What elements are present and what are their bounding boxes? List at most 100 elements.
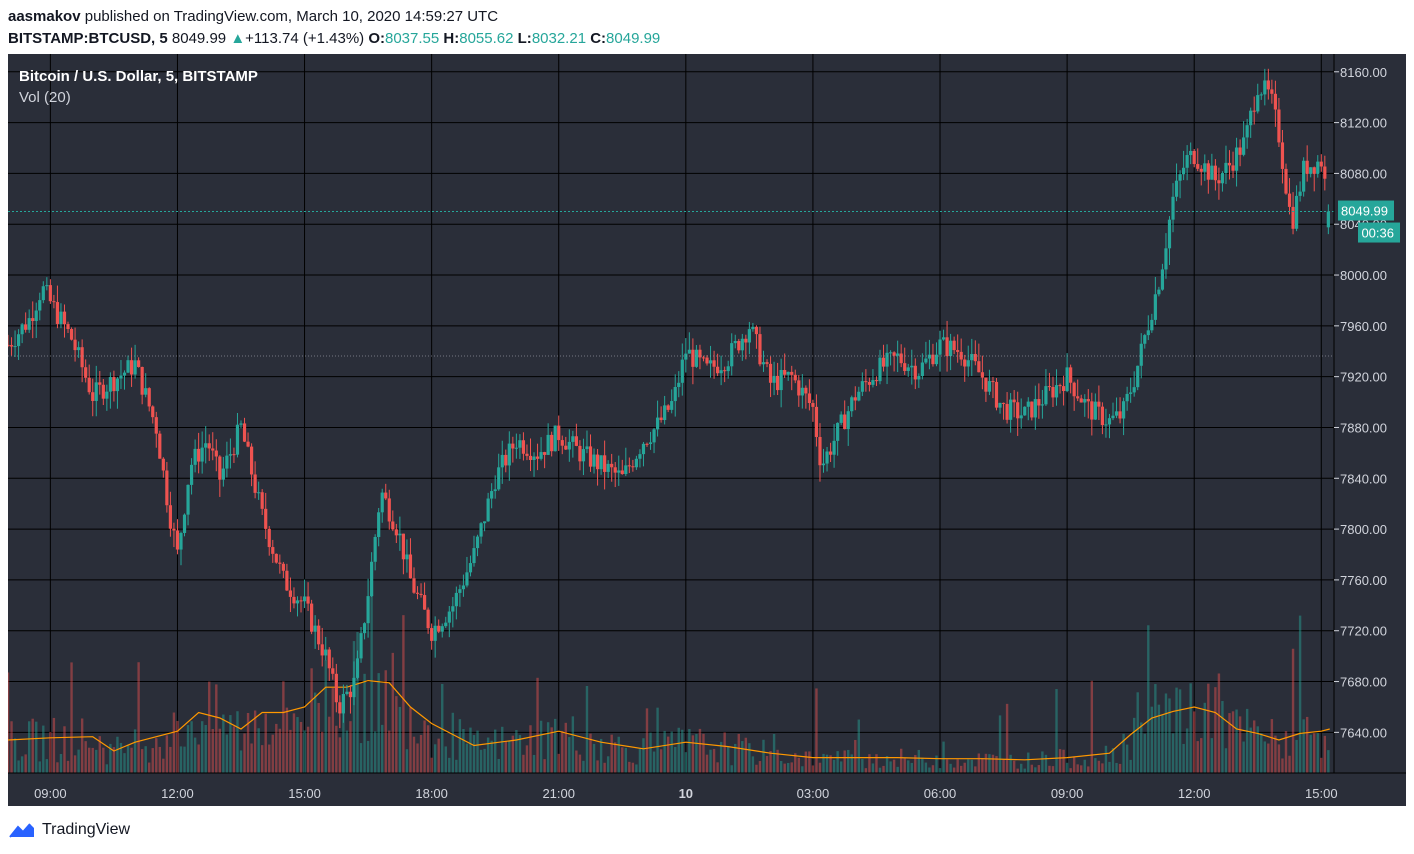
volume-bar xyxy=(27,721,31,773)
candle xyxy=(1143,333,1147,349)
volume-bar xyxy=(642,738,645,773)
candle xyxy=(663,395,667,425)
candle xyxy=(949,333,953,371)
candle-body xyxy=(348,691,353,698)
candle xyxy=(1090,392,1094,436)
candle-body xyxy=(645,443,649,445)
candle-body xyxy=(1016,402,1020,419)
candle-body xyxy=(211,448,215,451)
candle xyxy=(1227,150,1232,180)
candle xyxy=(1100,402,1105,435)
candle-body xyxy=(899,353,903,364)
candle-body xyxy=(373,537,377,562)
volume-bar xyxy=(179,746,183,773)
candle-body xyxy=(1023,406,1027,416)
candle-body xyxy=(288,590,293,597)
volume-bar xyxy=(822,753,825,773)
candle-body xyxy=(299,600,303,602)
candle xyxy=(341,684,345,723)
candle-body xyxy=(1234,147,1239,171)
volume-bar xyxy=(585,686,589,773)
candle-body xyxy=(977,361,981,373)
volume-bar xyxy=(769,750,772,773)
volume-bar xyxy=(854,739,857,773)
volume-bar xyxy=(1030,764,1034,773)
candle-body xyxy=(585,446,589,450)
candle xyxy=(1284,163,1288,195)
candle-body xyxy=(920,362,924,377)
candle-body xyxy=(860,381,864,392)
candle-body xyxy=(317,625,321,645)
candle-body xyxy=(1259,94,1263,96)
volume-bar xyxy=(299,721,303,773)
volume-bar xyxy=(352,641,356,773)
candle-body xyxy=(1167,219,1172,249)
volume-bar xyxy=(1210,738,1214,773)
candle xyxy=(412,567,416,594)
candle xyxy=(776,362,780,395)
candle xyxy=(843,400,847,430)
candle-body xyxy=(126,360,130,373)
candle xyxy=(1182,150,1186,181)
candle xyxy=(641,441,646,467)
tradingview-logo-icon[interactable] xyxy=(8,820,36,840)
candle xyxy=(193,439,197,473)
volume-bar xyxy=(670,731,673,773)
candle-body xyxy=(48,285,52,302)
footer: TradingView xyxy=(8,818,130,842)
candle xyxy=(963,354,967,382)
candle xyxy=(186,484,190,526)
candle-body xyxy=(165,470,169,506)
author-name[interactable]: aasmakov xyxy=(8,8,81,25)
candle-body xyxy=(242,423,247,442)
candle-body xyxy=(486,498,490,522)
volume-bar xyxy=(112,747,116,773)
candle xyxy=(659,406,663,423)
candle xyxy=(147,387,151,412)
volume-bar xyxy=(366,740,370,773)
volume-bar xyxy=(56,762,59,773)
volume-bar xyxy=(1083,759,1086,773)
volume-bar xyxy=(278,728,282,773)
footer-brand[interactable]: TradingView xyxy=(42,821,131,838)
volume-bar xyxy=(1313,733,1316,773)
candle xyxy=(87,364,91,395)
volume-bar xyxy=(52,717,56,773)
price-tick-label: 7760.00 xyxy=(1340,573,1387,588)
candle-body xyxy=(941,337,946,340)
candle-body xyxy=(772,375,776,383)
candle xyxy=(1203,154,1207,181)
candle-body xyxy=(1086,399,1090,402)
volume-bar xyxy=(1115,762,1118,773)
candle-body xyxy=(1273,93,1277,110)
candle-body xyxy=(617,470,621,473)
volume-bar xyxy=(1104,745,1108,773)
candle xyxy=(1107,413,1112,439)
volume-bar xyxy=(1238,716,1242,773)
candle-body xyxy=(1033,399,1037,418)
candle-body xyxy=(306,596,310,604)
candle xyxy=(504,449,508,473)
candle-body xyxy=(631,466,635,468)
candle xyxy=(1093,393,1097,420)
volume-bar xyxy=(578,754,582,773)
candle xyxy=(1302,157,1306,197)
price-chart[interactable]: 8160.008120.008080.008040.008000.007960.… xyxy=(8,54,1406,806)
candle xyxy=(793,369,797,384)
candle xyxy=(638,449,642,468)
volume-bar xyxy=(172,712,176,773)
candle-body xyxy=(267,528,271,548)
volume-bar xyxy=(73,755,77,773)
chart-panel[interactable]: 8160.008120.008080.008040.008000.007960.… xyxy=(8,54,1406,806)
candle-body xyxy=(627,465,631,467)
candle xyxy=(334,663,338,713)
candle-body xyxy=(1114,411,1119,416)
candle-body xyxy=(475,536,480,549)
volume-bar xyxy=(444,746,447,773)
candle xyxy=(430,623,434,650)
volume-bar xyxy=(875,754,878,773)
candle xyxy=(514,433,518,459)
volume-bar xyxy=(917,749,921,773)
volume-bar xyxy=(211,729,214,773)
volume-bar xyxy=(140,749,144,773)
